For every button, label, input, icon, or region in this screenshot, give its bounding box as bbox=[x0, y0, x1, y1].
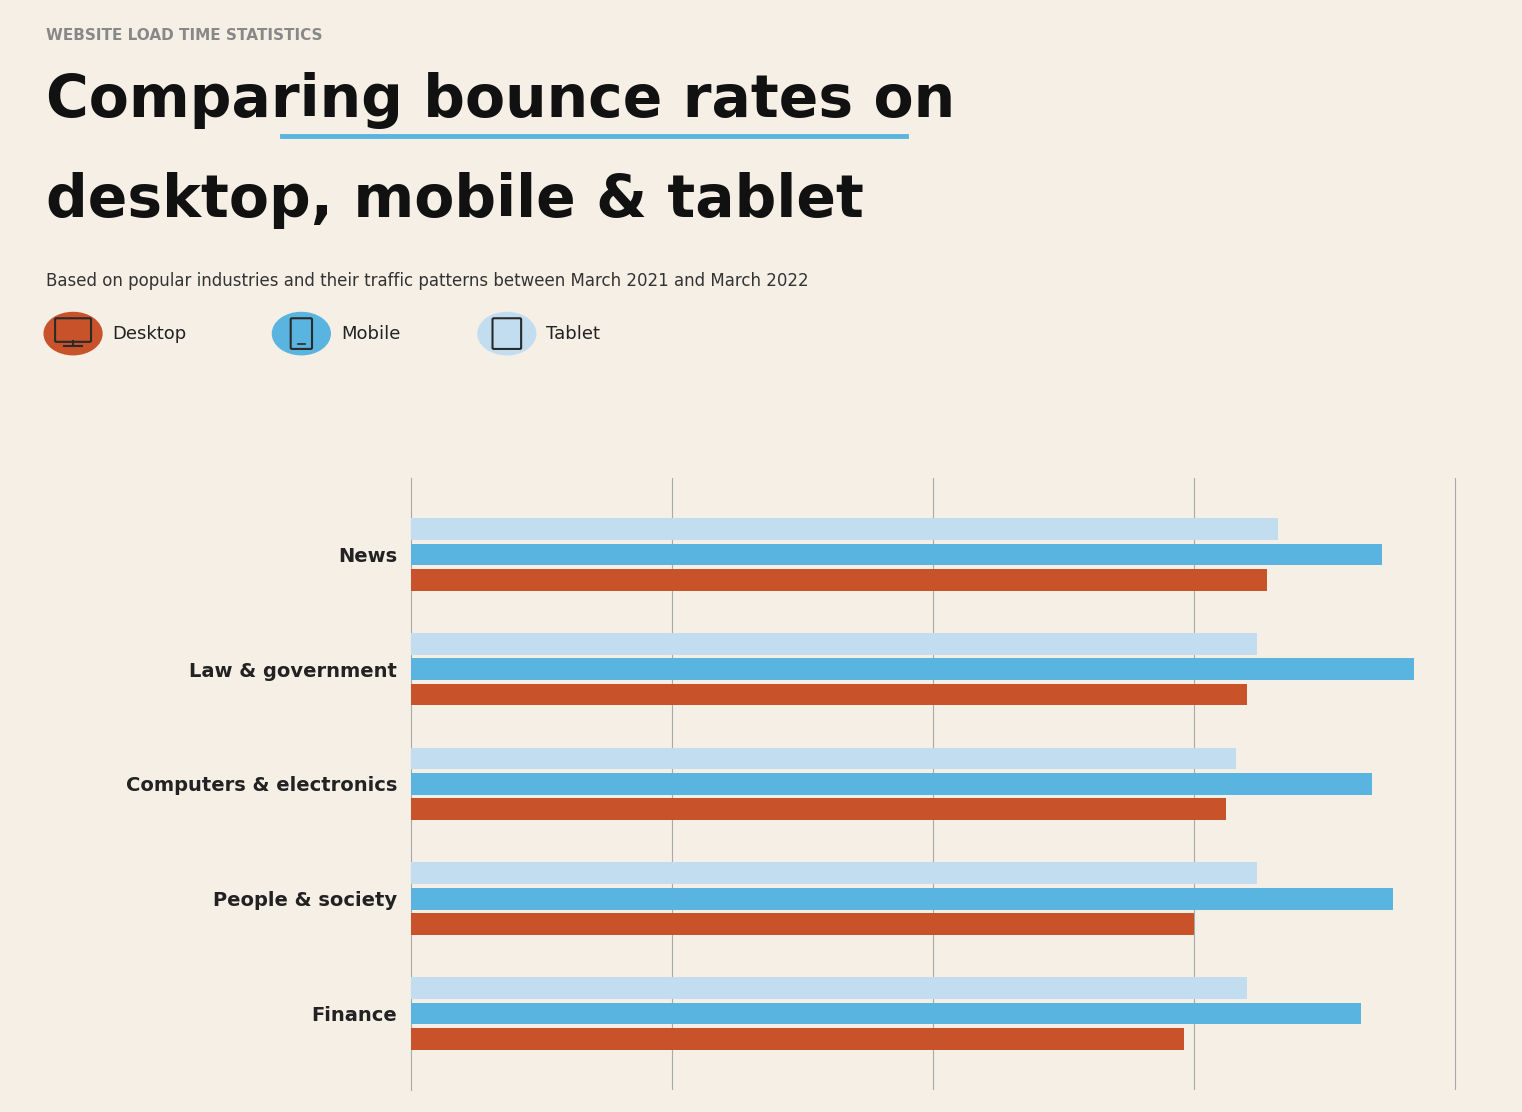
Ellipse shape bbox=[478, 312, 536, 355]
Text: desktop, mobile & tablet: desktop, mobile & tablet bbox=[46, 172, 863, 229]
Bar bbox=[411, 429, 1435, 450]
Bar bbox=[411, 633, 1257, 655]
Bar bbox=[411, 1003, 1362, 1024]
Bar bbox=[411, 747, 1236, 770]
Bar bbox=[411, 544, 1382, 565]
Text: Desktop: Desktop bbox=[113, 325, 187, 342]
Text: Comparing bounce rates on: Comparing bounce rates on bbox=[46, 72, 954, 129]
Bar bbox=[411, 658, 1414, 681]
Bar bbox=[411, 404, 1330, 425]
Text: Tablet: Tablet bbox=[546, 325, 600, 342]
Text: Based on popular industries and their traffic patterns between March 2021 and Ma: Based on popular industries and their tr… bbox=[46, 272, 808, 290]
Bar bbox=[411, 684, 1247, 705]
Bar bbox=[411, 773, 1371, 795]
Bar bbox=[411, 798, 1225, 821]
Ellipse shape bbox=[272, 312, 330, 355]
Text: WEBSITE LOAD TIME STATISTICS: WEBSITE LOAD TIME STATISTICS bbox=[46, 28, 323, 42]
Bar bbox=[411, 913, 1195, 935]
Bar bbox=[411, 863, 1257, 884]
Bar bbox=[411, 887, 1393, 910]
Bar bbox=[411, 569, 1268, 590]
Bar bbox=[411, 1092, 1225, 1112]
Bar bbox=[411, 1027, 1184, 1050]
Bar bbox=[411, 518, 1278, 540]
Bar bbox=[411, 977, 1247, 999]
Bar bbox=[411, 454, 1320, 476]
Text: Mobile: Mobile bbox=[341, 325, 400, 342]
Ellipse shape bbox=[44, 312, 102, 355]
